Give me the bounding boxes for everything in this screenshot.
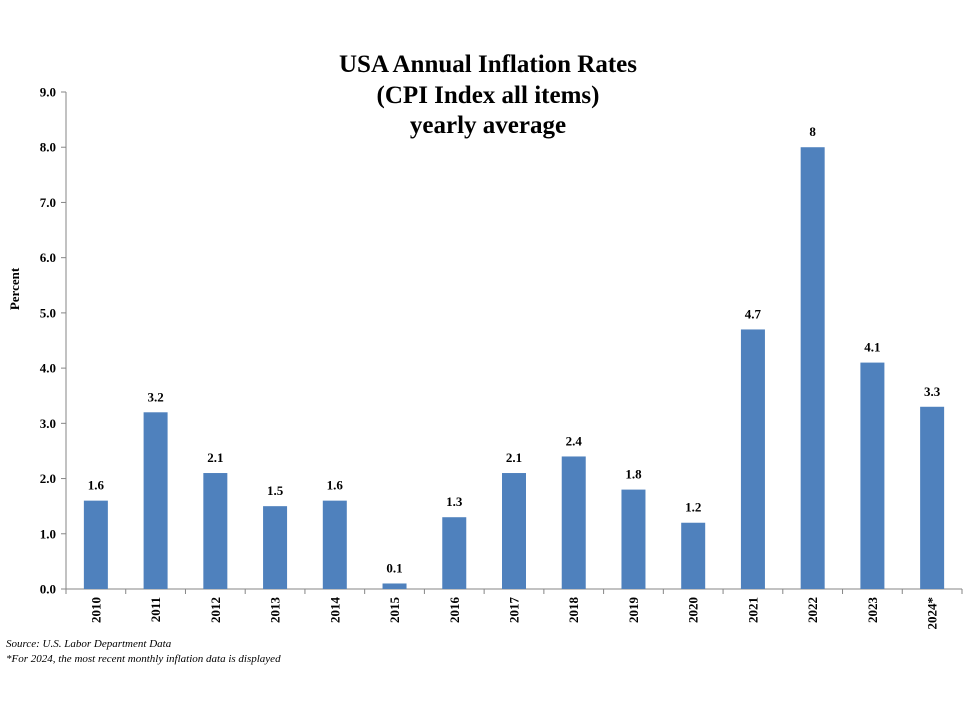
chart-title: USA Annual Inflation Rates (CPI Index all… [339, 51, 637, 139]
bar-2022 [800, 147, 825, 589]
bar-2012 [203, 473, 228, 589]
data-label: 3.2 [147, 389, 163, 404]
data-label: 8 [809, 124, 816, 139]
y-tick-label: 1.0 [40, 526, 56, 541]
bar-2018 [561, 456, 586, 589]
x-tick-label: 2023 [865, 597, 880, 624]
bar-2013 [263, 506, 288, 589]
title-line-1: USA Annual Inflation Rates [339, 51, 637, 78]
title-line-2: (CPI Index all items) [377, 82, 600, 109]
x-tick-label: 2011 [148, 597, 163, 622]
x-tick-label: 2019 [626, 597, 641, 624]
x-tick-label: 2013 [268, 597, 283, 624]
bar-2016 [442, 517, 467, 589]
y-tick-label: 6.0 [40, 250, 56, 265]
x-axis-ticks: 2010 2011 2012 2013 2014 2015 2016 2017 2018 2019… [65, 589, 963, 630]
source-note: Source: U.S. Labor Department Data [6, 638, 172, 650]
x-tick-label: 2022 [805, 597, 820, 623]
bar-2010 [83, 500, 108, 589]
x-tick-label: 2010 [88, 597, 103, 623]
bar-2020 [681, 522, 706, 589]
data-label: 1.6 [327, 478, 344, 493]
y-tick-label: 7.0 [40, 195, 56, 210]
footnote-2024: *For 2024, the most recent monthly infla… [6, 653, 281, 665]
bar-2014 [322, 500, 347, 589]
data-label: 1.3 [446, 494, 463, 509]
y-axis-label: Percent [7, 267, 22, 310]
bar-2019 [621, 489, 646, 589]
data-labels: 1.6 3.2 2.1 1.5 1.6 0.1 1.3 2.1 2.4 1.8 1.2 4.7 8 4.1… [88, 124, 941, 575]
bar-2017 [502, 473, 526, 589]
y-tick-label: 8.0 [40, 140, 56, 155]
x-tick-label: 2018 [566, 597, 581, 624]
x-tick-label: 2024* [925, 597, 940, 630]
bar-2011 [143, 412, 168, 589]
y-axis-ticks: 0.0 1.0 2.0 3.0 4.0 5.0 6.0 7.0 8.0 9.0 [40, 85, 66, 597]
data-label: 1.8 [625, 467, 642, 482]
y-tick-label: 0.0 [40, 582, 56, 597]
data-label: 2.4 [566, 433, 583, 448]
x-tick-label: 2012 [208, 597, 223, 623]
data-label: 1.2 [685, 500, 701, 515]
y-tick-label: 2.0 [40, 471, 56, 486]
bar-2023 [860, 362, 885, 589]
x-tick-label: 2020 [686, 597, 701, 623]
data-label: 3.3 [924, 384, 941, 399]
x-tick-label: 2017 [507, 597, 522, 624]
data-label: 2.1 [207, 450, 223, 465]
y-tick-label: 3.0 [40, 416, 56, 431]
bar-2021 [740, 329, 765, 589]
bar-2015 [382, 583, 407, 589]
data-label: 4.7 [745, 306, 762, 321]
data-label: 1.6 [88, 478, 105, 493]
bars [83, 147, 945, 589]
data-label: 4.1 [864, 340, 880, 355]
y-tick-label: 5.0 [40, 305, 56, 320]
y-tick-label: 9.0 [40, 85, 56, 100]
x-tick-label: 2016 [447, 597, 462, 624]
title-line-3: yearly average [410, 112, 566, 139]
x-tick-label: 2015 [387, 597, 402, 624]
y-tick-label: 4.0 [40, 361, 56, 376]
x-tick-label: 2014 [327, 597, 342, 624]
data-label: 0.1 [386, 560, 402, 575]
bar-2024 [920, 406, 945, 589]
x-tick-label: 2021 [745, 597, 760, 623]
data-label: 1.5 [267, 483, 284, 498]
data-label: 2.1 [506, 450, 522, 465]
